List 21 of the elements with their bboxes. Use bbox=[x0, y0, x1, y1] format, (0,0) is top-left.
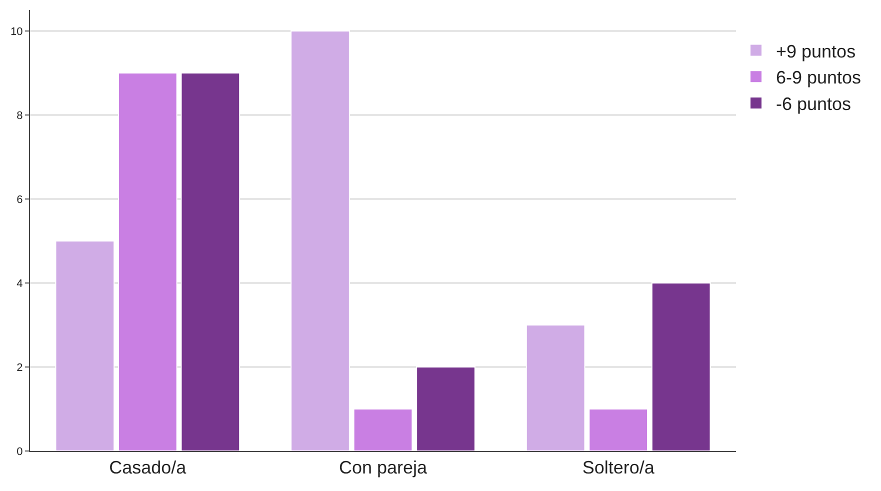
x-tick-label: Casado/a bbox=[109, 458, 188, 478]
y-tick-label: 0 bbox=[16, 446, 23, 458]
bar bbox=[353, 408, 413, 451]
y-tick-label: 10 bbox=[10, 26, 23, 38]
legend-label: -6 puntos bbox=[776, 94, 852, 114]
y-tick-label: 4 bbox=[16, 278, 23, 290]
x-tick-label: Con pareja bbox=[338, 458, 428, 478]
bar bbox=[180, 72, 240, 451]
bar bbox=[118, 72, 178, 451]
bar bbox=[526, 324, 586, 451]
bar bbox=[290, 30, 350, 451]
legend-label: +9 puntos bbox=[776, 41, 856, 62]
bar bbox=[588, 408, 648, 451]
x-tick-label: Soltero/a bbox=[582, 458, 656, 478]
y-tick-label: 2 bbox=[16, 362, 23, 374]
y-tick-label: 8 bbox=[16, 110, 23, 122]
bar bbox=[416, 366, 476, 451]
bar bbox=[651, 282, 711, 451]
bar bbox=[55, 240, 115, 451]
y-tick-label: 6 bbox=[16, 194, 23, 206]
legend-label: 6-9 puntos bbox=[776, 68, 862, 88]
